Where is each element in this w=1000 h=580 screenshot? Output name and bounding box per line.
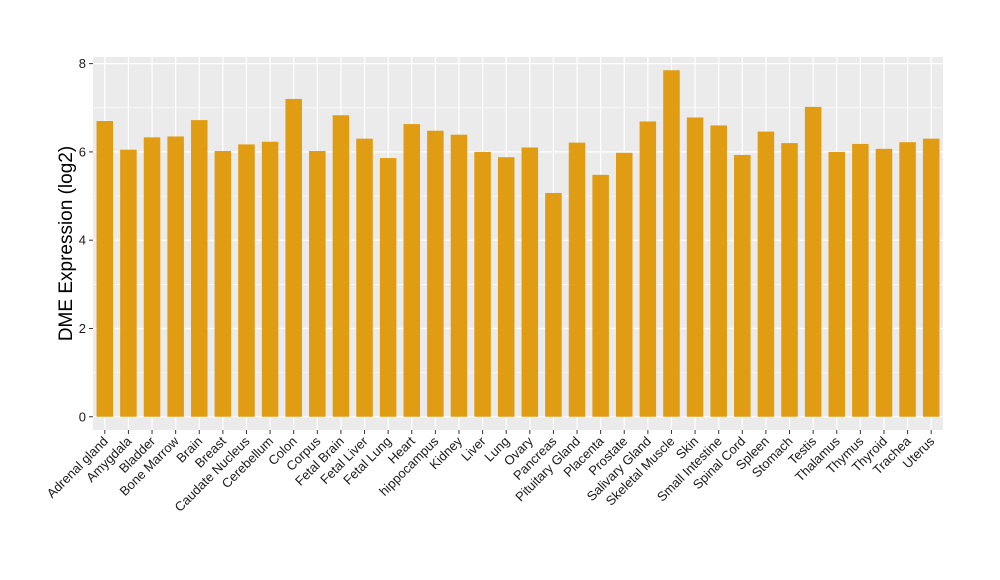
bar bbox=[899, 142, 916, 417]
plot-panel bbox=[93, 57, 943, 430]
bar bbox=[545, 192, 562, 417]
bar bbox=[238, 144, 255, 417]
bar bbox=[285, 98, 302, 417]
bar bbox=[450, 134, 468, 417]
bar bbox=[96, 121, 114, 417]
y-tick-label: 8 bbox=[79, 56, 86, 71]
bar bbox=[167, 136, 184, 417]
y-tick-label: 4 bbox=[79, 233, 86, 248]
bar bbox=[781, 143, 798, 417]
x-tick-label: Liver bbox=[458, 433, 489, 464]
bar bbox=[615, 152, 633, 417]
bar bbox=[332, 115, 350, 417]
bar bbox=[686, 117, 704, 417]
bar bbox=[403, 124, 421, 417]
bar bbox=[309, 151, 326, 417]
y-tick-label: 2 bbox=[79, 321, 86, 336]
bar bbox=[710, 125, 727, 417]
bar bbox=[427, 130, 444, 417]
bars bbox=[96, 70, 940, 417]
bar bbox=[922, 138, 940, 417]
bar bbox=[592, 174, 609, 417]
bar bbox=[663, 70, 680, 417]
bar bbox=[190, 120, 208, 417]
bar bbox=[214, 151, 232, 417]
bar bbox=[875, 148, 893, 417]
y-tick-label: 0 bbox=[79, 409, 86, 424]
bar bbox=[852, 143, 869, 417]
bar bbox=[828, 151, 846, 417]
bar bbox=[639, 121, 657, 417]
bar bbox=[474, 151, 491, 417]
bar bbox=[120, 149, 137, 417]
bar bbox=[568, 142, 586, 417]
bar bbox=[261, 141, 279, 417]
bar bbox=[757, 131, 775, 417]
bar bbox=[379, 158, 397, 417]
y-axis-title: DME Expression (log2) bbox=[56, 146, 77, 341]
bar bbox=[521, 147, 539, 417]
bar bbox=[497, 157, 515, 417]
bar bbox=[143, 137, 161, 417]
bar bbox=[356, 138, 373, 417]
y-tick-label: 6 bbox=[79, 144, 86, 159]
bar bbox=[734, 154, 751, 417]
y-axis: 0 2 4 6 8 bbox=[79, 56, 93, 424]
bar bbox=[804, 106, 822, 417]
